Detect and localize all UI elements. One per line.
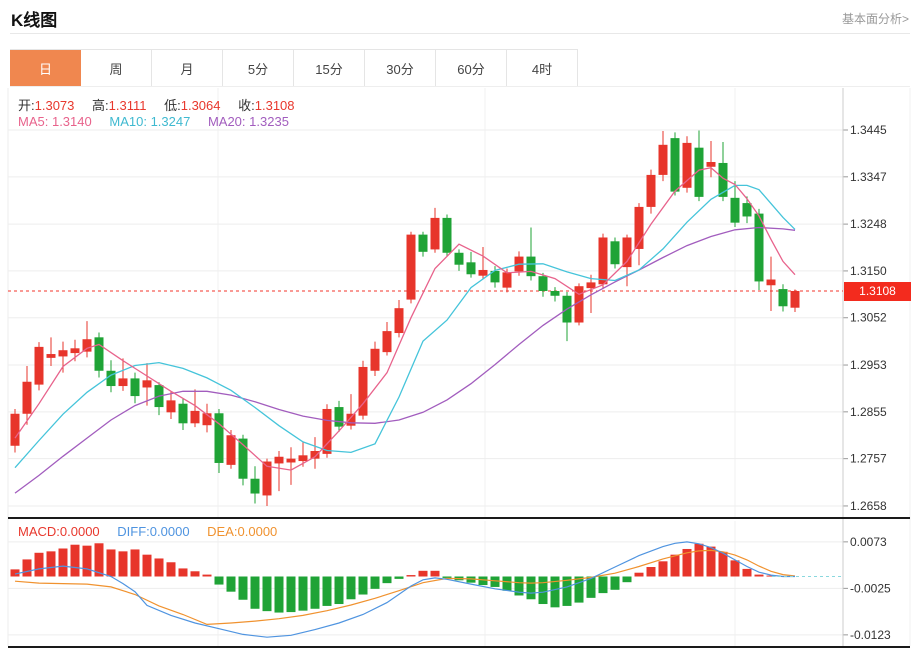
ma-readout: MA5: 1.3140 MA10: 1.3247 MA20: 1.3235	[18, 114, 289, 129]
close-value: 1.3108	[254, 98, 295, 113]
macd-label: MACD:	[18, 524, 60, 539]
period-tab-1[interactable]: 周	[81, 50, 152, 87]
macd-readout: MACD:0.0000 DIFF:0.0000 DEA:0.0000	[18, 524, 277, 539]
svg-text:1.3445: 1.3445	[850, 123, 887, 137]
dea-label: DEA:	[207, 524, 238, 539]
svg-text:1.2658: 1.2658	[850, 499, 887, 513]
page-title: K线图	[11, 11, 58, 30]
period-tab-0[interactable]: 日	[10, 50, 81, 87]
low-value: 1.3064	[180, 98, 221, 113]
svg-text:1.3347: 1.3347	[850, 170, 887, 184]
ma10-value: 1.3247	[150, 114, 191, 129]
svg-text:-0.0025: -0.0025	[850, 581, 891, 595]
svg-text:1.3052: 1.3052	[850, 311, 887, 325]
tabs-divider	[10, 86, 910, 87]
period-tab-2[interactable]: 月	[152, 50, 223, 87]
dea-value: 0.0000	[237, 524, 278, 539]
ma20-value: 1.3235	[249, 114, 289, 129]
macd-value: 0.0000	[59, 524, 100, 539]
period-tab-7[interactable]: 4时	[507, 50, 578, 87]
period-tab-4[interactable]: 15分	[294, 50, 365, 87]
ma10-label: MA10:	[109, 114, 147, 129]
current-price-badge: 1.3108	[844, 282, 911, 301]
open-value: 1.3073	[34, 98, 75, 113]
ma20-label: MA20:	[207, 114, 246, 129]
ma5-value: 1.3140	[51, 114, 92, 129]
svg-text:-0.0123: -0.0123	[850, 628, 891, 642]
svg-text:0.0073: 0.0073	[850, 535, 887, 549]
fundamental-analysis-link[interactable]: 基本面分析>	[841, 12, 909, 26]
period-tab-5[interactable]: 30分	[365, 50, 436, 87]
high-label: 高:	[92, 98, 109, 113]
ma5-label: MA5:	[18, 114, 49, 129]
diff-label: DIFF:	[117, 524, 150, 539]
ohlc-readout: 开:1.3073 高:1.3111 低:1.3064 收:1.3108	[18, 95, 295, 114]
svg-text:1.3150: 1.3150	[850, 264, 887, 278]
svg-text:1.2953: 1.2953	[850, 358, 887, 372]
title-divider	[10, 33, 910, 34]
period-tab-6[interactable]: 60分	[436, 50, 507, 87]
period-tabs: 日周月 5分 15分 30分 60分 4时	[10, 49, 578, 87]
svg-text:1.3248: 1.3248	[850, 217, 887, 231]
open-label: 开:	[18, 98, 35, 113]
diff-value: 0.0000	[149, 524, 190, 539]
svg-text:1.2757: 1.2757	[850, 452, 887, 466]
close-label: 收:	[238, 98, 255, 113]
low-label: 低:	[164, 98, 181, 113]
high-value: 1.3111	[108, 98, 147, 113]
period-tab-3[interactable]: 5分	[223, 50, 294, 87]
svg-text:1.2855: 1.2855	[850, 405, 887, 419]
